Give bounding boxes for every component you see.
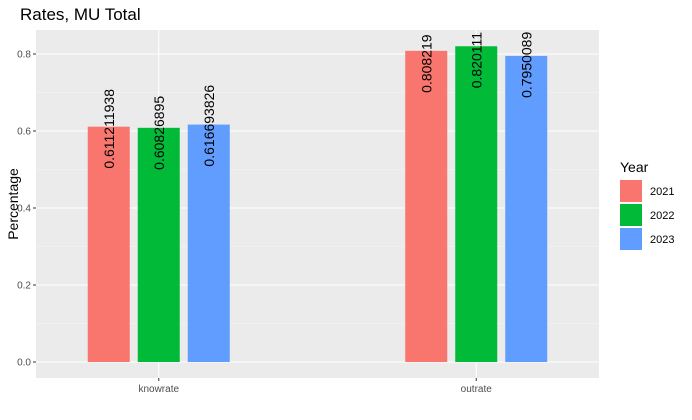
x-tick-label: outrate [461,384,493,395]
plot-panel [36,30,599,378]
x-axis: knowrate outrate [138,378,492,395]
legend-label: 2021 [650,186,674,198]
data-label: 0.808219 [418,34,434,93]
bar [455,46,498,362]
x-tick-label: knowrate [138,384,179,395]
legend-key [620,228,642,250]
legend: Year 2021 2022 2023 [620,159,674,250]
bar [187,124,230,362]
legend-key [620,204,642,226]
legend-title: Year [620,159,649,175]
y-axis: 0.0 0.2 0.4 0.6 0.8 [17,50,36,369]
y-tick-label: 0.0 [17,358,31,369]
chart-title: Rates, MU Total [20,5,141,24]
y-tick-label: 0.4 [17,204,31,215]
y-tick-label: 0.6 [17,127,31,138]
data-label: 0.820111 [468,32,484,89]
bar [87,126,130,362]
legend-label: 2022 [650,210,674,222]
data-label: 0.7950089 [518,32,534,98]
data-label: 0.616693826 [201,85,217,167]
legend-label: 2023 [650,234,674,246]
data-label: 0.60826895 [151,96,167,170]
data-labels: 0.611211938 0.808219 0.60826895 0.820111 0.6… [101,32,535,170]
bars [87,46,548,363]
data-label: 0.611211938 [101,89,117,169]
y-axis-title: Percentage [5,168,21,240]
bar [505,55,548,363]
y-tick-label: 0.2 [17,281,31,292]
bar [137,127,180,362]
y-tick-label: 0.8 [17,50,31,61]
bar [405,50,448,362]
legend-key [620,180,642,202]
